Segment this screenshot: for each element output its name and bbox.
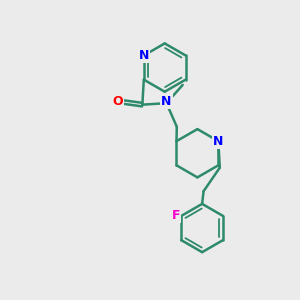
Text: N: N xyxy=(213,135,224,148)
Text: F: F xyxy=(172,209,180,222)
Text: N: N xyxy=(161,95,172,108)
Text: N: N xyxy=(139,49,149,62)
Text: O: O xyxy=(112,95,123,108)
